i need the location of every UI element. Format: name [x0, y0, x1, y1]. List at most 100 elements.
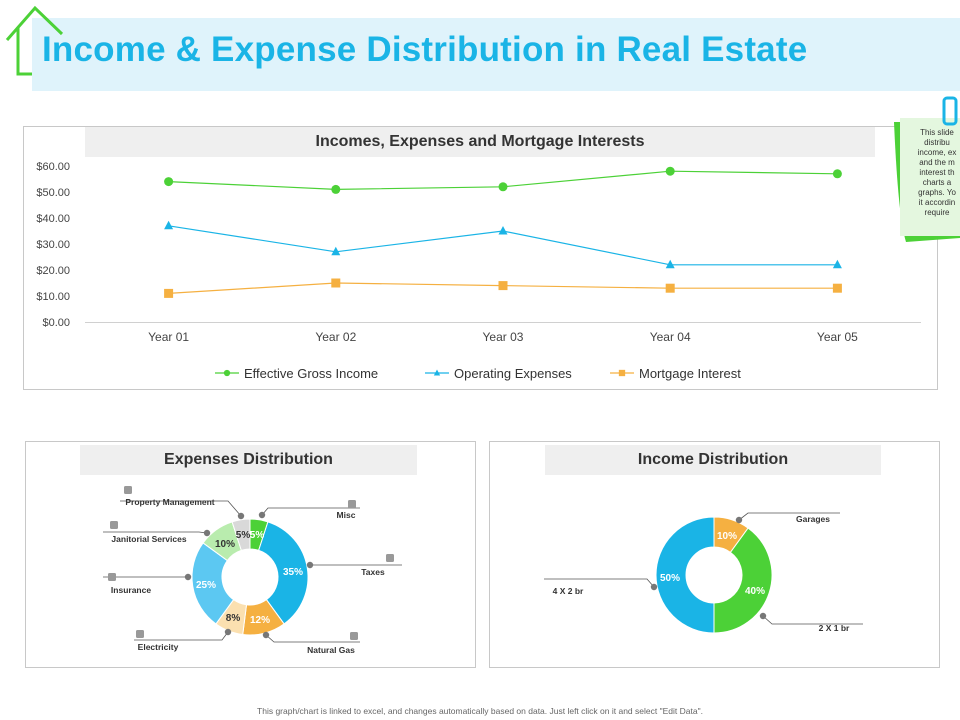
slice-value-label: 25% [196, 580, 216, 591]
callout-line [103, 531, 208, 534]
slice-category-label: 2 X 1 br [819, 623, 850, 633]
callout-line [134, 631, 229, 641]
expenses-chart-title: Expenses Distribution [80, 445, 417, 475]
data-point [498, 182, 508, 192]
callout-dot [224, 628, 232, 636]
callout-line [120, 500, 242, 517]
slice-category-label: Taxes [361, 567, 385, 577]
slice-category-label: Property Management [125, 497, 214, 507]
slice-value-label: 10% [215, 539, 235, 550]
sticky-line: charts a [922, 178, 952, 187]
paper-clip-icon [942, 96, 958, 126]
callout-dot [203, 529, 211, 537]
slice-value-label: 5% [236, 530, 251, 541]
data-point [433, 369, 441, 376]
data-point [164, 177, 174, 187]
sticky-line: interest th [919, 168, 955, 177]
data-point [832, 259, 842, 269]
category-icon [124, 486, 132, 494]
slice-category-label: Janitorial Services [111, 534, 186, 544]
sticky-line: This slide [920, 128, 954, 137]
data-point [498, 226, 508, 235]
slice-value-label: 5% [250, 530, 265, 541]
x-tick-label: Year 01 [148, 330, 189, 344]
donut-slice [258, 521, 309, 625]
y-tick-label: $50.00 [36, 187, 70, 199]
y-tick-label: $20.00 [36, 265, 70, 277]
line-chart-card [23, 126, 938, 390]
category-icon [386, 554, 394, 562]
legend-label: Effective Gross Income [244, 366, 378, 381]
y-tick-label: $0.00 [42, 317, 70, 329]
slice-value-label: 12% [250, 615, 270, 626]
x-tick-label: Year 04 [650, 330, 691, 344]
sticky-line: graphs. Yo [918, 188, 956, 197]
callout-line [265, 634, 360, 643]
legend-label: Operating Expenses [454, 366, 572, 381]
slice-value-label: 35% [283, 567, 303, 578]
data-point [832, 283, 842, 293]
sticky-note-text: This slide distribu income, ex and the m… [902, 128, 960, 218]
x-tick-label: Year 05 [817, 330, 858, 344]
callout-line [738, 512, 840, 521]
data-point [164, 220, 174, 230]
callout-dot [184, 573, 192, 581]
slice-category-label: Natural Gas [307, 645, 355, 655]
category-icon [110, 521, 118, 529]
data-point [331, 184, 341, 194]
sticky-line: require [924, 208, 950, 217]
slice-category-label: Insurance [111, 585, 151, 595]
callout-line [544, 578, 655, 588]
donut-slice [655, 516, 715, 634]
data-point [331, 246, 341, 256]
callout-dot [735, 516, 743, 524]
slice-value-label: 10% [717, 531, 737, 542]
callout-dot [306, 561, 314, 569]
category-icon [108, 573, 116, 581]
x-tick-label: Year 03 [483, 330, 524, 344]
house-outline-icon [5, 5, 64, 76]
y-tick-label: $30.00 [36, 239, 70, 251]
callout-dot [258, 511, 266, 519]
slice-value-label: 40% [745, 586, 765, 597]
sticky-line: and the m [919, 158, 955, 167]
donut-slice [713, 527, 773, 634]
slice-category-label: 4 X 2 br [553, 586, 584, 596]
category-icon [348, 500, 356, 508]
legend-label: Mortgage Interest [639, 366, 741, 381]
slice-category-label: Garages [796, 514, 830, 524]
sticky-line: distribu [924, 138, 950, 147]
line-chart-title: Incomes, Expenses and Mortgage Interests [85, 127, 875, 157]
category-icon [350, 632, 358, 640]
donut-slice [191, 542, 235, 625]
sticky-line: income, ex [917, 148, 957, 157]
data-point [223, 369, 231, 377]
callout-line [762, 615, 863, 625]
callout-dot [262, 631, 270, 639]
income-donut-chart: 10% 40% 50% Garages 2 X 1 br 4 X 2 br [544, 512, 863, 634]
category-icon [136, 630, 144, 638]
sticky-note [894, 96, 960, 242]
y-tick-label: $40.00 [36, 213, 70, 225]
title-band [32, 18, 960, 91]
line-chart: $0.00 $10.00 $20.00 $30.00 $40.00 $50.00 $60.0… [36, 161, 921, 381]
data-point [832, 169, 842, 179]
donut-slice [231, 518, 251, 552]
callout-dot [650, 583, 658, 591]
callout-dot [237, 512, 245, 520]
data-point [331, 278, 341, 288]
data-point [665, 259, 675, 269]
y-tick-label: $60.00 [36, 161, 70, 173]
data-point [665, 166, 675, 176]
slice-value-label: 8% [226, 613, 241, 624]
data-point [498, 281, 508, 291]
x-tick-label: Year 02 [315, 330, 356, 344]
page-title: Income & Expense Distribution in Real Es… [42, 30, 808, 69]
data-point [665, 283, 675, 293]
data-point [618, 369, 626, 377]
y-tick-label: $10.00 [36, 291, 70, 303]
slice-category-label: Electricity [138, 642, 179, 652]
footer-note: This graph/chart is linked to excel, and… [257, 706, 703, 716]
slice-category-label: Misc [337, 510, 356, 520]
